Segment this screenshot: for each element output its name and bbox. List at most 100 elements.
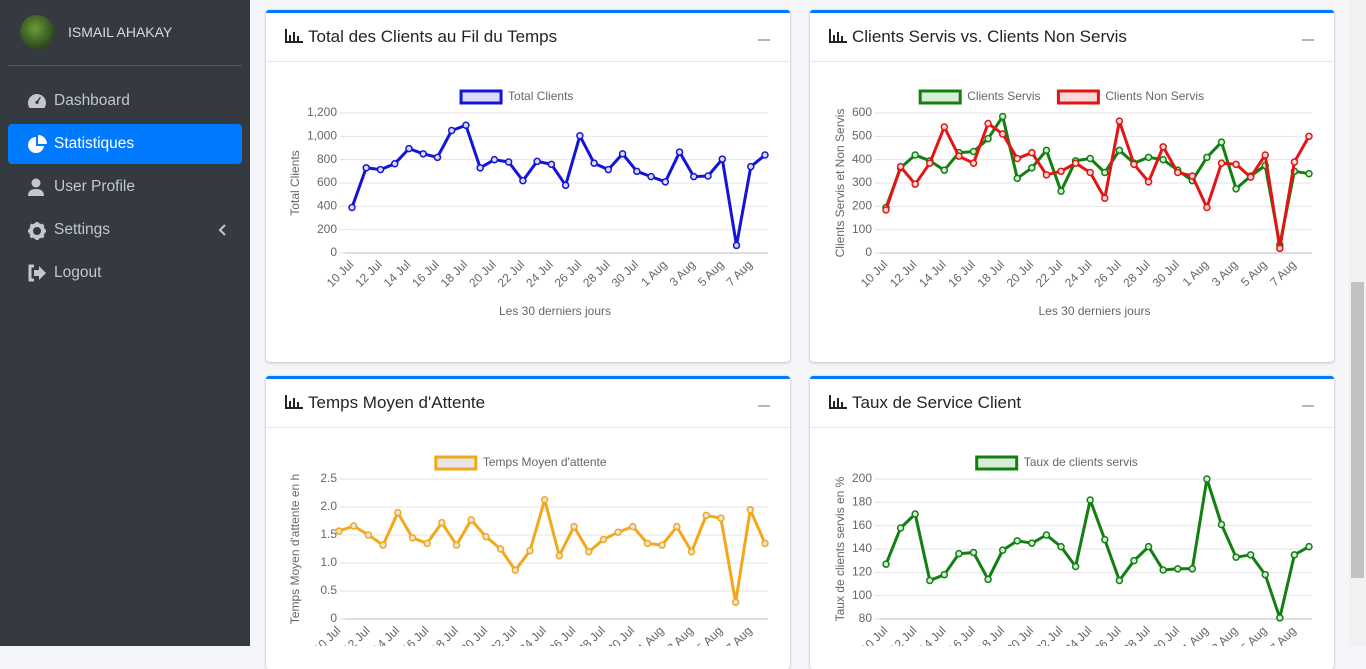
data-point (1305, 132, 1313, 141)
data-point (673, 522, 681, 531)
data-point (1290, 551, 1299, 559)
x-tick-label: 12 Jul (340, 623, 373, 646)
data-point (1276, 244, 1284, 253)
menu-item[interactable]: Settings (8, 210, 242, 250)
x-tick-label: 14 Jul (381, 257, 414, 290)
y-axis-title: Temps Moyen d'attente en h (288, 474, 302, 624)
data-point (718, 155, 727, 163)
data-point (658, 541, 666, 549)
y-tick-label: 1,000 (307, 129, 337, 143)
data-point (476, 164, 484, 172)
data-point (1057, 542, 1065, 551)
scrollbar-thumb[interactable] (1351, 282, 1364, 578)
data-point (490, 155, 499, 164)
data-point (761, 151, 769, 159)
data-point (1042, 146, 1051, 155)
data-point (526, 546, 534, 555)
data-point (467, 516, 475, 524)
data-point (969, 159, 978, 167)
x-tick-label: 20 Jul (466, 257, 499, 290)
data-point (629, 522, 637, 531)
x-tick-label: 10 Jul (858, 623, 891, 646)
card-title: Total des Clients au Fil du Temps (308, 27, 558, 46)
series-line (338, 498, 767, 604)
legend-swatch (434, 455, 478, 471)
data-point (926, 159, 934, 167)
y-tick-label: 1,200 (307, 105, 337, 119)
card-title: Clients Servis vs. Clients Non Servis (852, 27, 1127, 46)
y-tick-label: 100 (852, 222, 872, 236)
data-point (1086, 154, 1094, 163)
data-point (438, 518, 446, 527)
data-point (462, 121, 470, 129)
data-point (1246, 173, 1255, 181)
data-point (482, 532, 490, 541)
data-point (1261, 570, 1269, 579)
menu-item[interactable]: User Profile (8, 167, 242, 207)
data-point (1159, 143, 1167, 151)
card: Total des Clients au Fil du Temps (266, 10, 790, 362)
y-tick-label: 200 (852, 199, 872, 213)
x-tick-label: 18 Jul (975, 257, 1008, 290)
legend-swatch (918, 89, 962, 105)
data-point (349, 522, 358, 530)
x-tick-label: 28 Jul (575, 623, 608, 646)
legend-label: Temps Moyen d'attente (483, 455, 607, 469)
user-panel[interactable]: ISMAIL AHAKAY (20, 14, 172, 50)
data-point (940, 570, 949, 579)
data-point (1028, 539, 1036, 547)
y-tick-label: 300 (852, 175, 872, 189)
data-point (675, 148, 684, 156)
card-header: Total des Clients au Fil du Temps (266, 13, 790, 62)
data-point (1173, 565, 1182, 573)
x-tick-label: 10 Jul (858, 257, 891, 290)
data-point (761, 539, 769, 548)
x-tick-label: 14 Jul (916, 257, 949, 290)
scrollbar[interactable] (1349, 0, 1366, 646)
data-point (570, 522, 578, 531)
card: Taux de Service Client (810, 376, 1334, 669)
data-point (1028, 148, 1036, 157)
data-point (731, 598, 740, 606)
x-tick-label: 28 Jul (1120, 623, 1153, 646)
collapse-button[interactable] (758, 405, 770, 407)
data-point (911, 510, 919, 518)
data-point (647, 172, 655, 181)
y-axis-title: Total Clients (288, 150, 302, 215)
x-tick-label: 24 Jul (516, 623, 549, 646)
menu-item[interactable]: Dashboard (8, 81, 242, 121)
data-point (1101, 535, 1109, 544)
y-tick-label: 600 (317, 175, 337, 189)
data-point (405, 144, 413, 153)
legend-label: Clients Non Servis (1105, 89, 1204, 103)
x-tick-label: 30 Jul (605, 623, 638, 646)
y-tick-label: 0.5 (320, 583, 337, 597)
data-point (955, 152, 963, 160)
x-tick-label: 22 Jul (495, 257, 528, 290)
data-point (984, 119, 992, 128)
data-point (394, 508, 402, 517)
data-point (1305, 169, 1313, 178)
data-point (926, 576, 934, 585)
collapse-button[interactable] (1302, 405, 1314, 407)
legend-label: Clients Servis (967, 89, 1040, 103)
collapse-button[interactable] (758, 39, 770, 41)
x-tick-label: 12 Jul (352, 257, 385, 290)
x-tick-label: 1 Aug (1180, 623, 1212, 646)
sidebar: ISMAIL AHAKAY Dashboard Statistiques Use… (0, 0, 250, 646)
legend-swatch (975, 455, 1019, 471)
data-point (940, 166, 949, 174)
x-tick-label: 3 Aug (1209, 257, 1241, 289)
data-point (998, 112, 1007, 121)
data-point (633, 167, 641, 176)
menu: Dashboard Statistiques User Profile Sett… (8, 81, 242, 296)
menu-item[interactable]: Statistiques (8, 124, 242, 164)
data-point (1057, 187, 1065, 195)
data-point (1203, 203, 1211, 212)
data-point (419, 150, 427, 158)
series-line (884, 477, 1310, 620)
menu-item[interactable]: Logout (8, 253, 242, 293)
y-tick-label: 160 (852, 518, 872, 532)
collapse-button[interactable] (1302, 39, 1314, 41)
